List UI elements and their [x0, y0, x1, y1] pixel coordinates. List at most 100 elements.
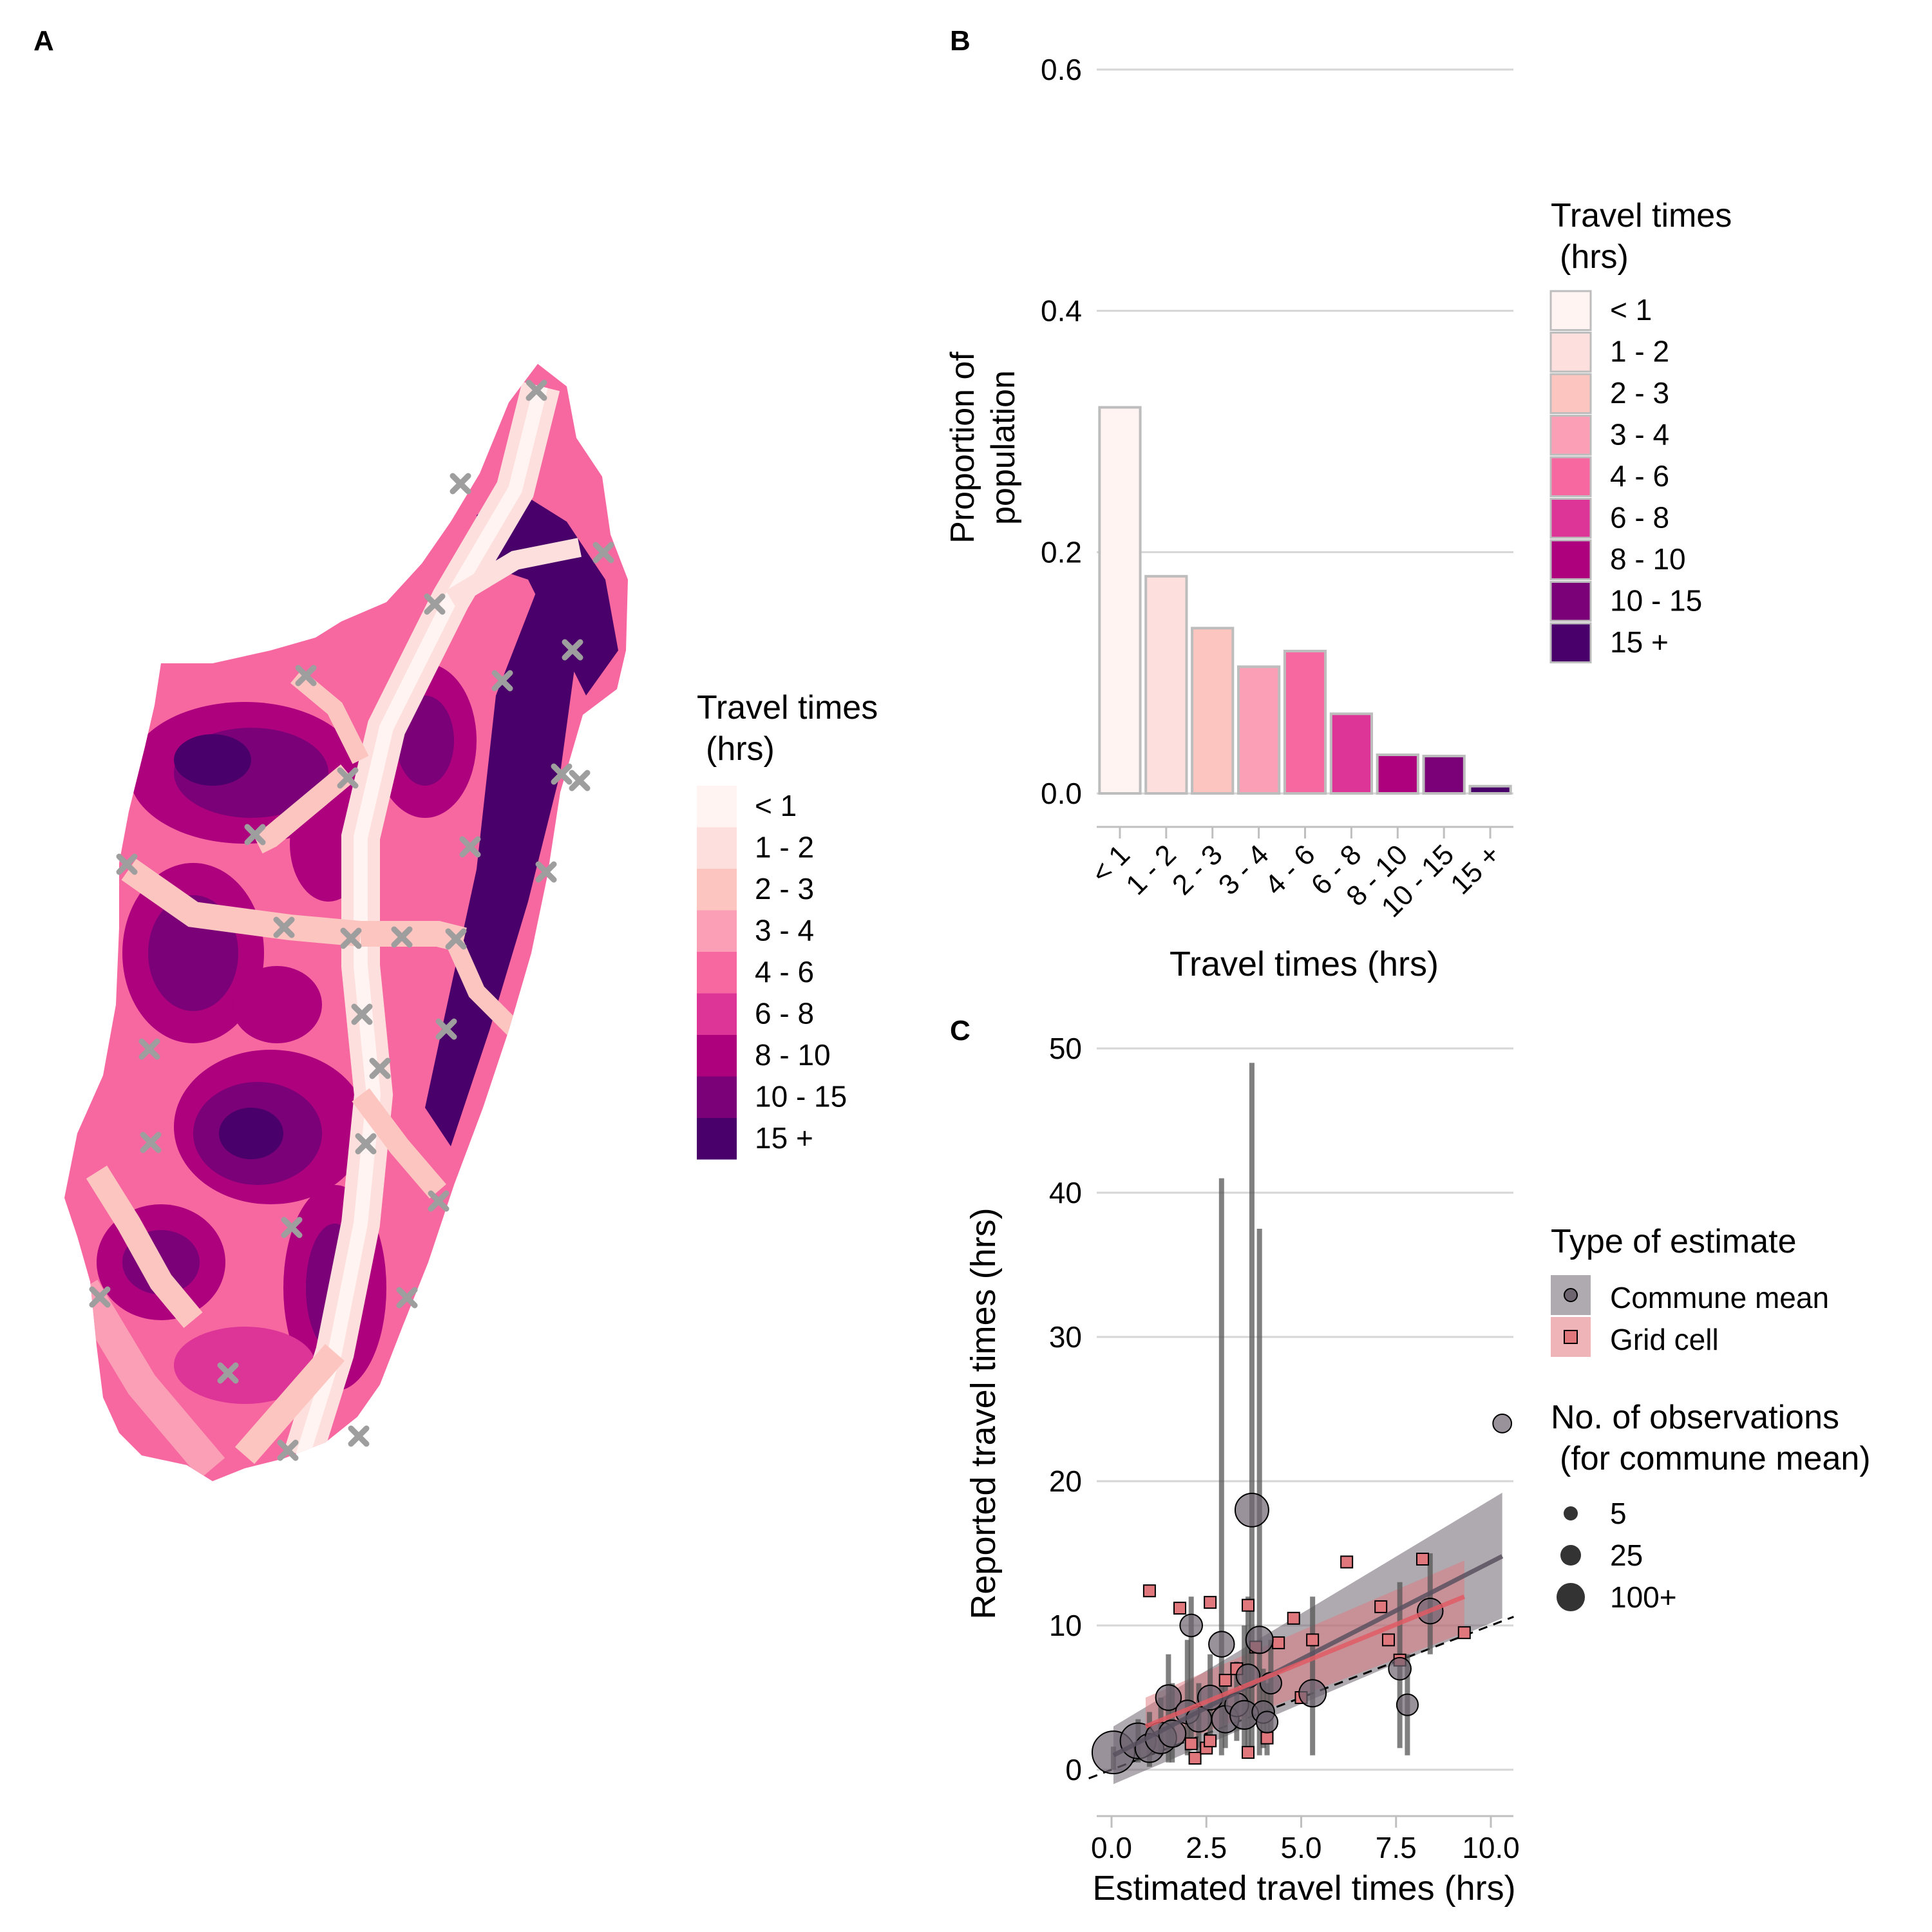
legend-size-title-2: (for commune mean) — [1560, 1440, 1871, 1477]
commune-mean-point — [1245, 1625, 1274, 1654]
commune-mean-point — [1298, 1679, 1327, 1708]
map-legend-swatch — [697, 827, 737, 869]
bar — [1144, 574, 1188, 795]
bar — [1283, 649, 1327, 795]
legend-b-swatch — [1549, 581, 1592, 622]
bar — [1468, 784, 1512, 795]
x-marker — [450, 473, 471, 495]
legend-grid-label: Grid cell — [1610, 1323, 1719, 1356]
bar — [1236, 665, 1281, 795]
y-axis-label-2: population — [985, 370, 1022, 525]
x-marker — [592, 542, 614, 564]
legend-size-title: No. of observations — [1551, 1399, 1839, 1436]
legend-size-100-label: 100+ — [1610, 1580, 1677, 1614]
map-legend-title: Travel times — [697, 689, 878, 726]
panel-label-a: A — [33, 25, 54, 57]
legend-c: Type of estimate Commune mean Grid cell … — [1551, 1223, 1871, 1614]
grid-cell-point — [1287, 1611, 1300, 1625]
x-marker — [217, 1362, 239, 1384]
legend-b-swatch — [1549, 373, 1592, 414]
grid-cell-point — [1218, 1674, 1232, 1687]
grid-cell-point — [1242, 1746, 1255, 1759]
x-tick-label: 5.0 — [1281, 1831, 1322, 1864]
legend-b-label: 2 - 3 — [1610, 376, 1669, 410]
site-markers — [89, 379, 614, 1461]
legend-b-swatch — [1549, 539, 1592, 580]
y-axis-label: Reported travel times (hrs) — [964, 1208, 1003, 1619]
x-marker — [140, 1132, 162, 1153]
x-axis-label: Estimated travel times (hrs) — [1092, 1869, 1515, 1908]
y-tick-label: 0.0 — [1041, 777, 1082, 810]
grid-cell-point — [1204, 1734, 1217, 1748]
madagascar-map — [64, 364, 628, 1481]
legend-size-25-label: 25 — [1610, 1539, 1643, 1572]
panel-label-b: B — [950, 25, 971, 57]
y-tick-label: 0.4 — [1041, 294, 1082, 328]
map-legend-title-2: (hrs) — [706, 730, 775, 768]
x-marker — [569, 770, 591, 791]
y-axis-label: Proportion of — [944, 352, 981, 544]
x-marker — [273, 916, 295, 938]
x-marker — [281, 1217, 303, 1238]
x-marker — [138, 1038, 160, 1060]
map-legend-label: 1 - 2 — [755, 831, 814, 864]
bar — [1376, 753, 1419, 795]
legend-b-label: 10 - 15 — [1610, 584, 1702, 618]
x-tick-label: 7.5 — [1376, 1831, 1417, 1864]
map-legend-swatch — [697, 952, 737, 994]
commune-mean-point — [1179, 1613, 1204, 1638]
commune-mean-point — [1388, 1656, 1412, 1681]
grid-cell-point — [1188, 1752, 1202, 1765]
grid-cell-point — [1204, 1596, 1217, 1609]
x-marker — [445, 928, 467, 950]
grid-cell-point — [1173, 1602, 1187, 1615]
x-marker — [244, 824, 266, 846]
identity-line — [1088, 1616, 1514, 1779]
y-tick-label: 0.2 — [1041, 535, 1082, 569]
x-tick-label: 15 + — [1444, 838, 1506, 900]
y-tick-label: 0 — [1065, 1753, 1082, 1786]
legend-b-label: < 1 — [1610, 293, 1652, 327]
legend-size-25 — [1560, 1545, 1581, 1566]
map-legend-label: 2 - 3 — [755, 872, 814, 905]
legend-b-swatch — [1549, 332, 1592, 373]
x-marker — [391, 926, 413, 948]
grid-cell-point — [1242, 1598, 1255, 1612]
legend-b-swatch — [1549, 415, 1592, 456]
legend-size-100 — [1557, 1583, 1585, 1611]
legend-b-label: 3 - 4 — [1610, 418, 1669, 451]
x-marker — [396, 1287, 418, 1309]
y-tick-label: 10 — [1049, 1609, 1082, 1642]
grid-cell-point — [1272, 1636, 1285, 1649]
y-tick-label: 40 — [1049, 1176, 1082, 1209]
map-legend-swatch — [697, 869, 737, 911]
x-tick-label: 1 - 2 — [1120, 838, 1182, 901]
map-legend-swatch — [697, 1076, 737, 1118]
x-marker — [295, 665, 317, 687]
y-tick-label: 50 — [1049, 1032, 1082, 1065]
x-marker — [551, 763, 573, 785]
legend-b-label: 8 - 10 — [1610, 542, 1686, 576]
fit-line — [1112, 1554, 1504, 1757]
map-legend: Travel times (hrs) < 1 1 - 2 2 - 3 3 - 4 4 -… — [697, 689, 878, 1160]
legend-size-5 — [1564, 1506, 1578, 1520]
map-legend-label: 8 - 10 — [755, 1038, 831, 1072]
map-legend-swatch — [697, 1035, 737, 1077]
bar — [1098, 406, 1142, 795]
x-marker — [526, 379, 547, 401]
map-legend-label: 3 - 4 — [755, 914, 814, 947]
x-marker — [491, 670, 513, 692]
map-legend-label: 6 - 8 — [755, 997, 814, 1030]
x-marker — [89, 1286, 111, 1308]
x-marker — [116, 853, 138, 875]
y-tick-label: 30 — [1049, 1320, 1082, 1354]
grid-cell-point — [1184, 1737, 1198, 1750]
map-legend-label: 15 + — [755, 1121, 813, 1155]
legend-size-5-label: 5 — [1610, 1497, 1627, 1530]
x-marker — [337, 767, 359, 789]
x-marker — [435, 1018, 457, 1040]
x-marker — [277, 1439, 299, 1461]
commune-mean-point — [1255, 1710, 1279, 1734]
commune-mean-point — [1208, 1631, 1235, 1658]
